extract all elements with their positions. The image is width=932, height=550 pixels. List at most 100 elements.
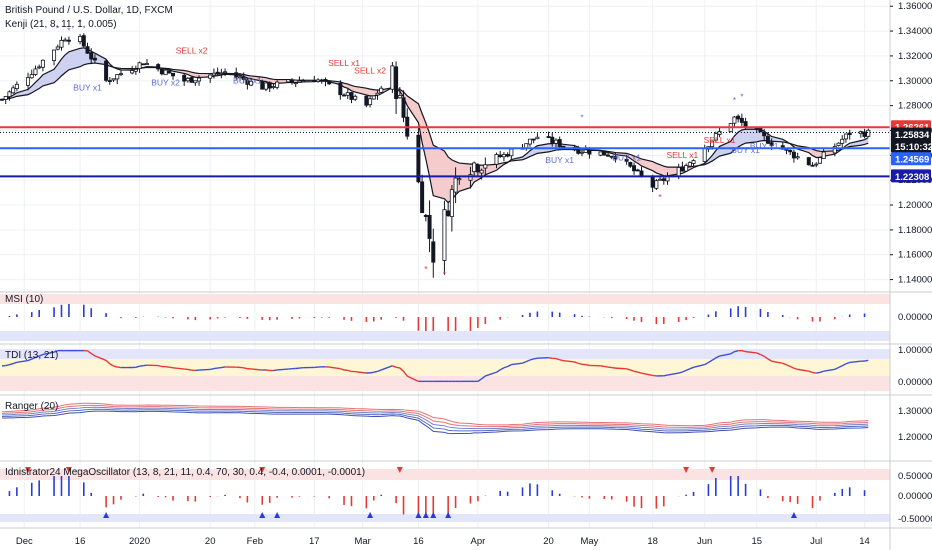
tdi-line-segment (157, 364, 163, 368)
tdi-line-segment (139, 364, 144, 367)
tdi-line-segment (615, 367, 627, 370)
candle-body (580, 151, 585, 154)
candle-body (702, 147, 707, 162)
tdi-line-segment (399, 367, 405, 372)
megaoscillator-pane[interactable] (2, 467, 866, 518)
candle (249, 77, 254, 87)
candle (66, 36, 71, 45)
ranger-pane[interactable] (1, 402, 869, 435)
candle (118, 70, 123, 77)
candle-body (52, 49, 57, 61)
time-axis-tick: Dec (16, 536, 33, 547)
time-axis[interactable]: Dec 16 2020 20 Feb 17 Mar 16 Apr 20 May 18 Jun 15 Jul 1… (16, 536, 870, 547)
candle-body (185, 77, 190, 82)
candle (732, 116, 737, 128)
tdi-line-segment (53, 349, 59, 353)
price-tag-box (891, 139, 931, 153)
candle (624, 154, 629, 165)
candle-body (11, 87, 16, 94)
tdi-line-segment (35, 355, 40, 359)
candle-body (765, 136, 770, 144)
candle-body (479, 169, 484, 174)
tdi-line-segment (172, 367, 185, 370)
tdi-line-segment (12, 361, 18, 365)
candle-body (63, 39, 68, 42)
candle-body (211, 72, 216, 76)
candle-body (133, 69, 138, 72)
tdi-line-segment (816, 371, 821, 374)
candle (553, 138, 558, 148)
candle-body (163, 69, 168, 76)
candle (211, 68, 216, 79)
sell-triangle-marker (65, 467, 72, 473)
tdi-line-segment (559, 359, 564, 362)
signal-sell-label: SELL x2 (176, 45, 208, 55)
candle-body (449, 189, 454, 218)
signal-sell-label: SELL x1 (666, 150, 698, 160)
time-axis-tick: Mar (354, 536, 370, 547)
candle-body (234, 72, 239, 78)
msi-pane[interactable] (2, 303, 866, 331)
candle-body (598, 151, 603, 156)
candle-body (141, 63, 146, 66)
signal-star-marker: * (56, 23, 60, 33)
candle-body (535, 136, 540, 140)
candle-body (475, 164, 480, 173)
candle (535, 133, 540, 140)
candle (472, 161, 477, 178)
candle-body (661, 178, 666, 181)
tdi-line-segment (730, 351, 735, 355)
tdi-line-segment (277, 368, 289, 371)
buy-triangle-marker (422, 512, 429, 518)
candle-body (821, 151, 826, 159)
candle-body (271, 86, 276, 88)
tdi-line-segment (496, 369, 501, 373)
tdi-pane[interactable] (1, 349, 869, 383)
signal-star-marker: * (740, 91, 744, 101)
candle (185, 76, 190, 83)
candle (442, 200, 447, 275)
candle-body (416, 134, 421, 183)
candle (92, 54, 97, 64)
candle (364, 95, 369, 108)
tdi-line-segment (763, 355, 769, 360)
candle (375, 89, 380, 100)
candle (104, 59, 109, 83)
candle-body (159, 68, 164, 75)
candle-body (312, 79, 317, 82)
candle-body (289, 79, 294, 83)
candle (501, 152, 506, 162)
candle (81, 33, 86, 49)
candle-body (509, 148, 514, 157)
msi-lower-band (0, 331, 890, 341)
tdi-line-segment (741, 350, 746, 353)
candle (498, 150, 503, 158)
candle-body (561, 145, 566, 148)
candle-body (739, 117, 744, 123)
candle-body (375, 92, 380, 96)
candle-body (107, 80, 112, 82)
buy-triangle-marker (430, 512, 437, 518)
tdi-line-segment (756, 352, 761, 356)
price-axis-tick: 1.34000 (898, 26, 932, 37)
signal-sell-label: SELL x2 (354, 65, 386, 75)
candle-body (613, 156, 618, 160)
candle-body (78, 35, 83, 43)
candle-body (632, 165, 637, 172)
candle-body (758, 127, 763, 133)
candle (427, 200, 432, 253)
candle (446, 201, 451, 217)
candle-body (144, 63, 149, 65)
tdi-line-segment (169, 366, 174, 369)
candle (788, 149, 793, 156)
candle (7, 90, 12, 101)
tdi-line-segment (5, 363, 10, 367)
signal-buy-label: BUY x1 (73, 83, 102, 93)
candle (527, 138, 532, 147)
tdi-line-segment (511, 362, 523, 366)
candle-body (208, 74, 213, 79)
tdi-line-segment (499, 367, 505, 371)
candle (345, 88, 350, 99)
